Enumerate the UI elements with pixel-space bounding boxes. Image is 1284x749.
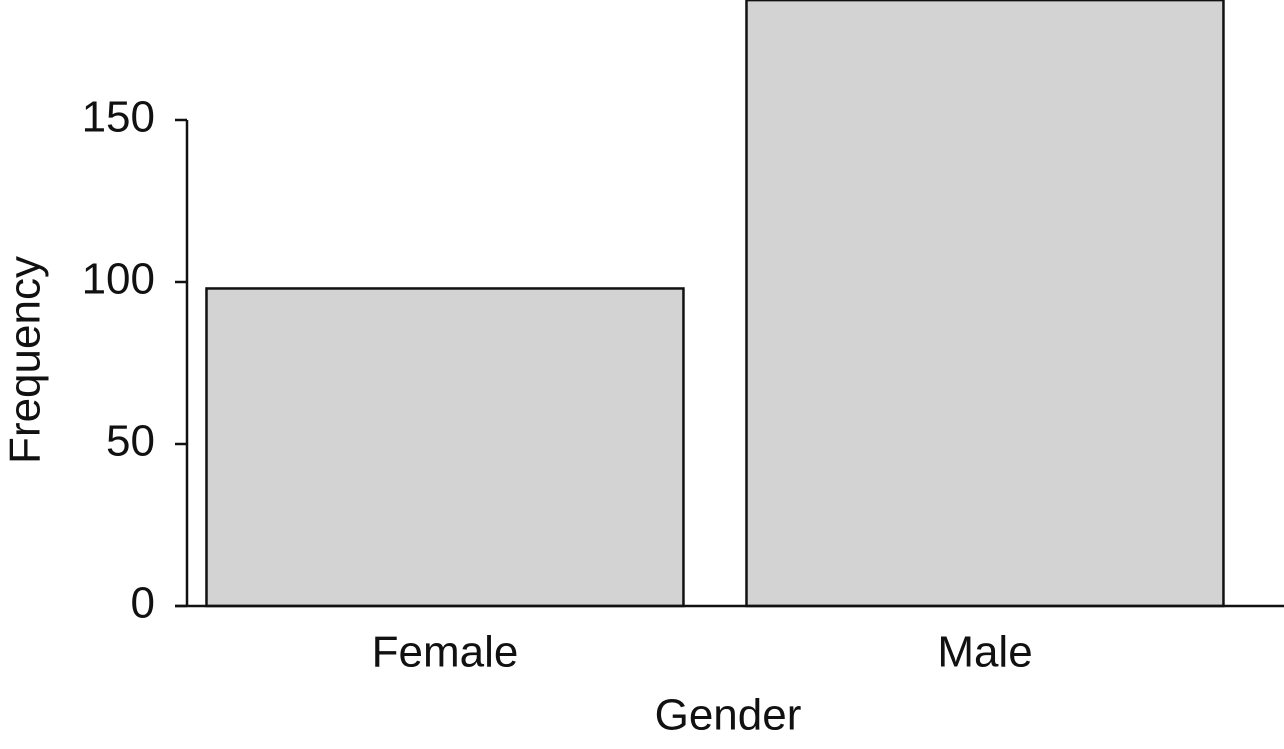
y-tick-label: 50 [106,417,155,466]
x-axis-label: Gender [655,691,802,740]
bar [205,287,685,608]
x-tick-label: Female [372,628,519,677]
bar [745,0,1225,608]
y-tick-label: 150 [82,93,155,142]
x-tick-label: Male [937,628,1032,677]
y-axis-label: Frequency [1,256,50,464]
y-tick-label: 100 [82,255,155,304]
y-tick-label: 0 [131,579,155,628]
